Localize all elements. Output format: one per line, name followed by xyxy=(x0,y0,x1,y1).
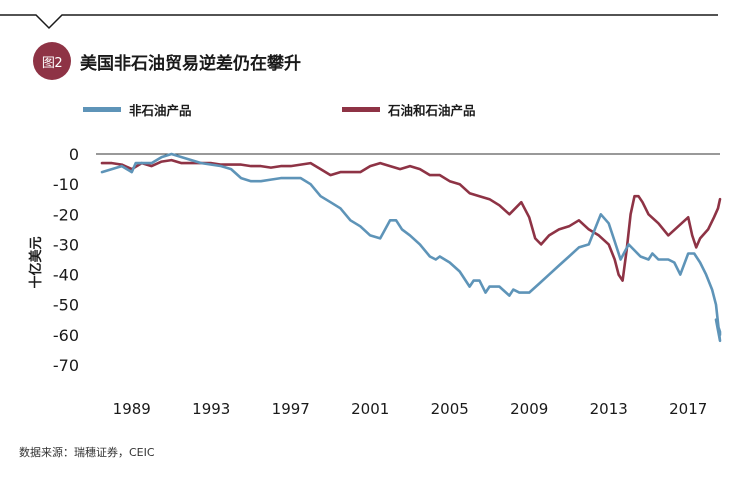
y-tick-label: -40 xyxy=(53,266,79,285)
y-tick-label: -10 xyxy=(53,175,79,194)
x-tick-label: 2017 xyxy=(669,400,707,418)
legend-swatch-non-oil xyxy=(83,107,121,112)
x-tick-label: 2013 xyxy=(590,400,628,418)
legend-item-non-oil: 非石油产品 xyxy=(83,100,192,119)
y-tick-label: -30 xyxy=(53,235,79,254)
figure-number-badge: 图2 xyxy=(33,42,71,80)
y-tick-label: -20 xyxy=(53,205,79,224)
legend-item-oil: 石油和石油产品 xyxy=(342,100,476,119)
series-line-oil xyxy=(100,158,722,282)
plot-area: 0 -10 -20 -30 -40 -50 -60 -70 十亿美元 1989 1993 1997 20… xyxy=(28,145,722,418)
x-tick-label: 1993 xyxy=(192,400,230,418)
title-row: 图2 美国非石油贸易逆差仍在攀升 xyxy=(33,41,301,81)
source-note: 数据来源：瑞穗证券，CEIC xyxy=(19,446,155,459)
legend-label-oil: 石油和石油产品 xyxy=(388,103,476,118)
series-line-non-oil xyxy=(100,152,722,343)
legend-label-non-oil: 非石油产品 xyxy=(129,103,192,118)
y-tick-label: -60 xyxy=(53,326,79,345)
y-tick-label: -50 xyxy=(53,296,79,315)
y-tick-label: 0 xyxy=(69,145,79,164)
x-tick-label: 1997 xyxy=(272,400,310,418)
header-rule xyxy=(0,14,718,30)
x-tick-label: 2009 xyxy=(510,400,548,418)
y-axis-label: 十亿美元 xyxy=(28,236,44,288)
legend-swatch-oil xyxy=(342,107,380,112)
y-tick-label: -70 xyxy=(53,356,79,375)
x-tick-label: 2001 xyxy=(351,400,389,418)
chart-title: 美国非石油贸易逆差仍在攀升 xyxy=(80,53,301,74)
x-tick-label: 2005 xyxy=(431,400,469,418)
x-tick-label: 1989 xyxy=(113,400,151,418)
